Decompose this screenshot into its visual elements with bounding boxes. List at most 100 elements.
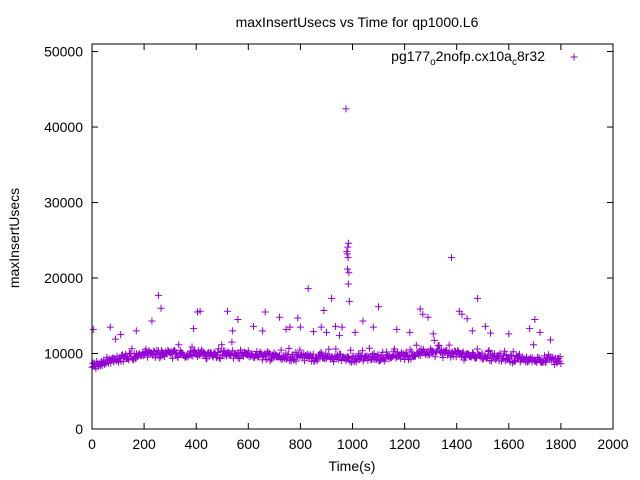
data-point [301,357,309,365]
data-point [128,345,136,353]
data-point-outlier [447,254,455,262]
data-point [411,352,419,360]
data-points [88,105,565,373]
y-axis-label: maxInsertUsecs [6,188,22,288]
data-point [483,353,491,361]
data-point-outlier [369,323,377,331]
data-point-outlier [196,307,204,315]
data-point-outlier [157,304,165,312]
x-tick-label: 1400 [441,436,472,452]
data-point-outlier [328,294,336,302]
chart-title: maxInsertUsecs vs Time for qp1000.L6 [236,14,479,30]
data-point [317,348,325,356]
y-tick-label: 50000 [44,44,83,60]
data-point [435,341,443,349]
data-point-outlier [546,336,554,344]
legend: pg177o2nofp.cx10ac8r32 [391,48,578,68]
legend-marker-plus [570,53,578,61]
data-point-outlier [309,328,317,336]
data-point [473,345,481,353]
data-point [542,358,550,366]
x-tick-label: 1200 [389,436,420,452]
data-point-outlier [317,323,325,331]
data-point [445,341,453,349]
data-point-outlier [117,331,125,339]
data-point [429,349,437,357]
legend-marker [570,53,578,61]
data-point-outlier [132,327,140,335]
data-point [244,347,252,355]
data-point [383,348,391,356]
y-tick-label: 30000 [44,195,83,211]
data-point [482,353,490,361]
data-point-outlier [416,305,424,313]
x-tick-label: 1800 [545,436,576,452]
data-point [508,352,516,360]
data-point-outlier [294,314,302,322]
data-point [419,345,427,353]
x-tick-label: 1600 [493,436,524,452]
data-point [337,350,345,358]
data-point [454,346,462,354]
x-tick-label: 1000 [337,436,368,452]
data-point-outlier [106,323,114,331]
data-point [119,358,127,366]
x-tick-label: 600 [237,436,261,452]
data-point [487,357,495,365]
data-point-outlier [234,316,242,324]
data-point-outlier [463,315,471,323]
data-point [530,341,538,349]
x-tick-label: 200 [132,436,156,452]
data-point-outlier [332,322,340,330]
data-point [510,357,518,365]
data-point-outlier [286,323,294,331]
data-point [344,353,352,361]
data-point-outlier [344,280,352,288]
y-tick-label: 0 [75,421,83,437]
data-point [197,346,205,354]
data-point [211,349,219,357]
data-point [325,345,333,353]
data-point [107,359,115,367]
data-point-outlier [250,322,258,330]
data-point [186,347,194,355]
data-point-outlier [148,317,156,325]
data-point-outlier [531,316,539,324]
data-point-outlier [320,306,328,314]
data-point-outlier [345,297,353,305]
data-point [358,347,366,355]
data-point-outlier [526,325,534,333]
data-point-outlier [89,325,97,333]
data-point [277,346,285,354]
data-point-outlier [468,327,476,335]
data-point [218,341,226,349]
data-point-outlier [282,325,290,333]
data-point [187,352,195,360]
data-point-outlier [487,329,495,337]
data-point-outlier [351,328,359,336]
data-point [166,348,174,356]
x-tick-label: 800 [289,436,313,452]
y-tick-label: 20000 [44,270,83,286]
data-point [214,349,222,357]
data-point [512,357,520,365]
data-point-outlier [393,325,401,333]
data-point-outlier [419,310,427,318]
data-point-outlier [345,269,353,277]
data-point-outlier [424,313,432,321]
data-point [313,357,321,365]
data-point-outlier [229,327,237,335]
data-point-outlier [458,310,466,318]
data-point [373,352,381,360]
data-point [155,354,163,362]
data-point [458,352,466,360]
data-point-outlier [345,239,353,247]
data-point [374,351,382,359]
data-point-outlier [375,303,383,311]
data-point-outlier [111,335,119,343]
data-point [186,351,194,359]
data-point [556,353,564,361]
data-point [347,346,355,354]
data-point [265,350,273,358]
